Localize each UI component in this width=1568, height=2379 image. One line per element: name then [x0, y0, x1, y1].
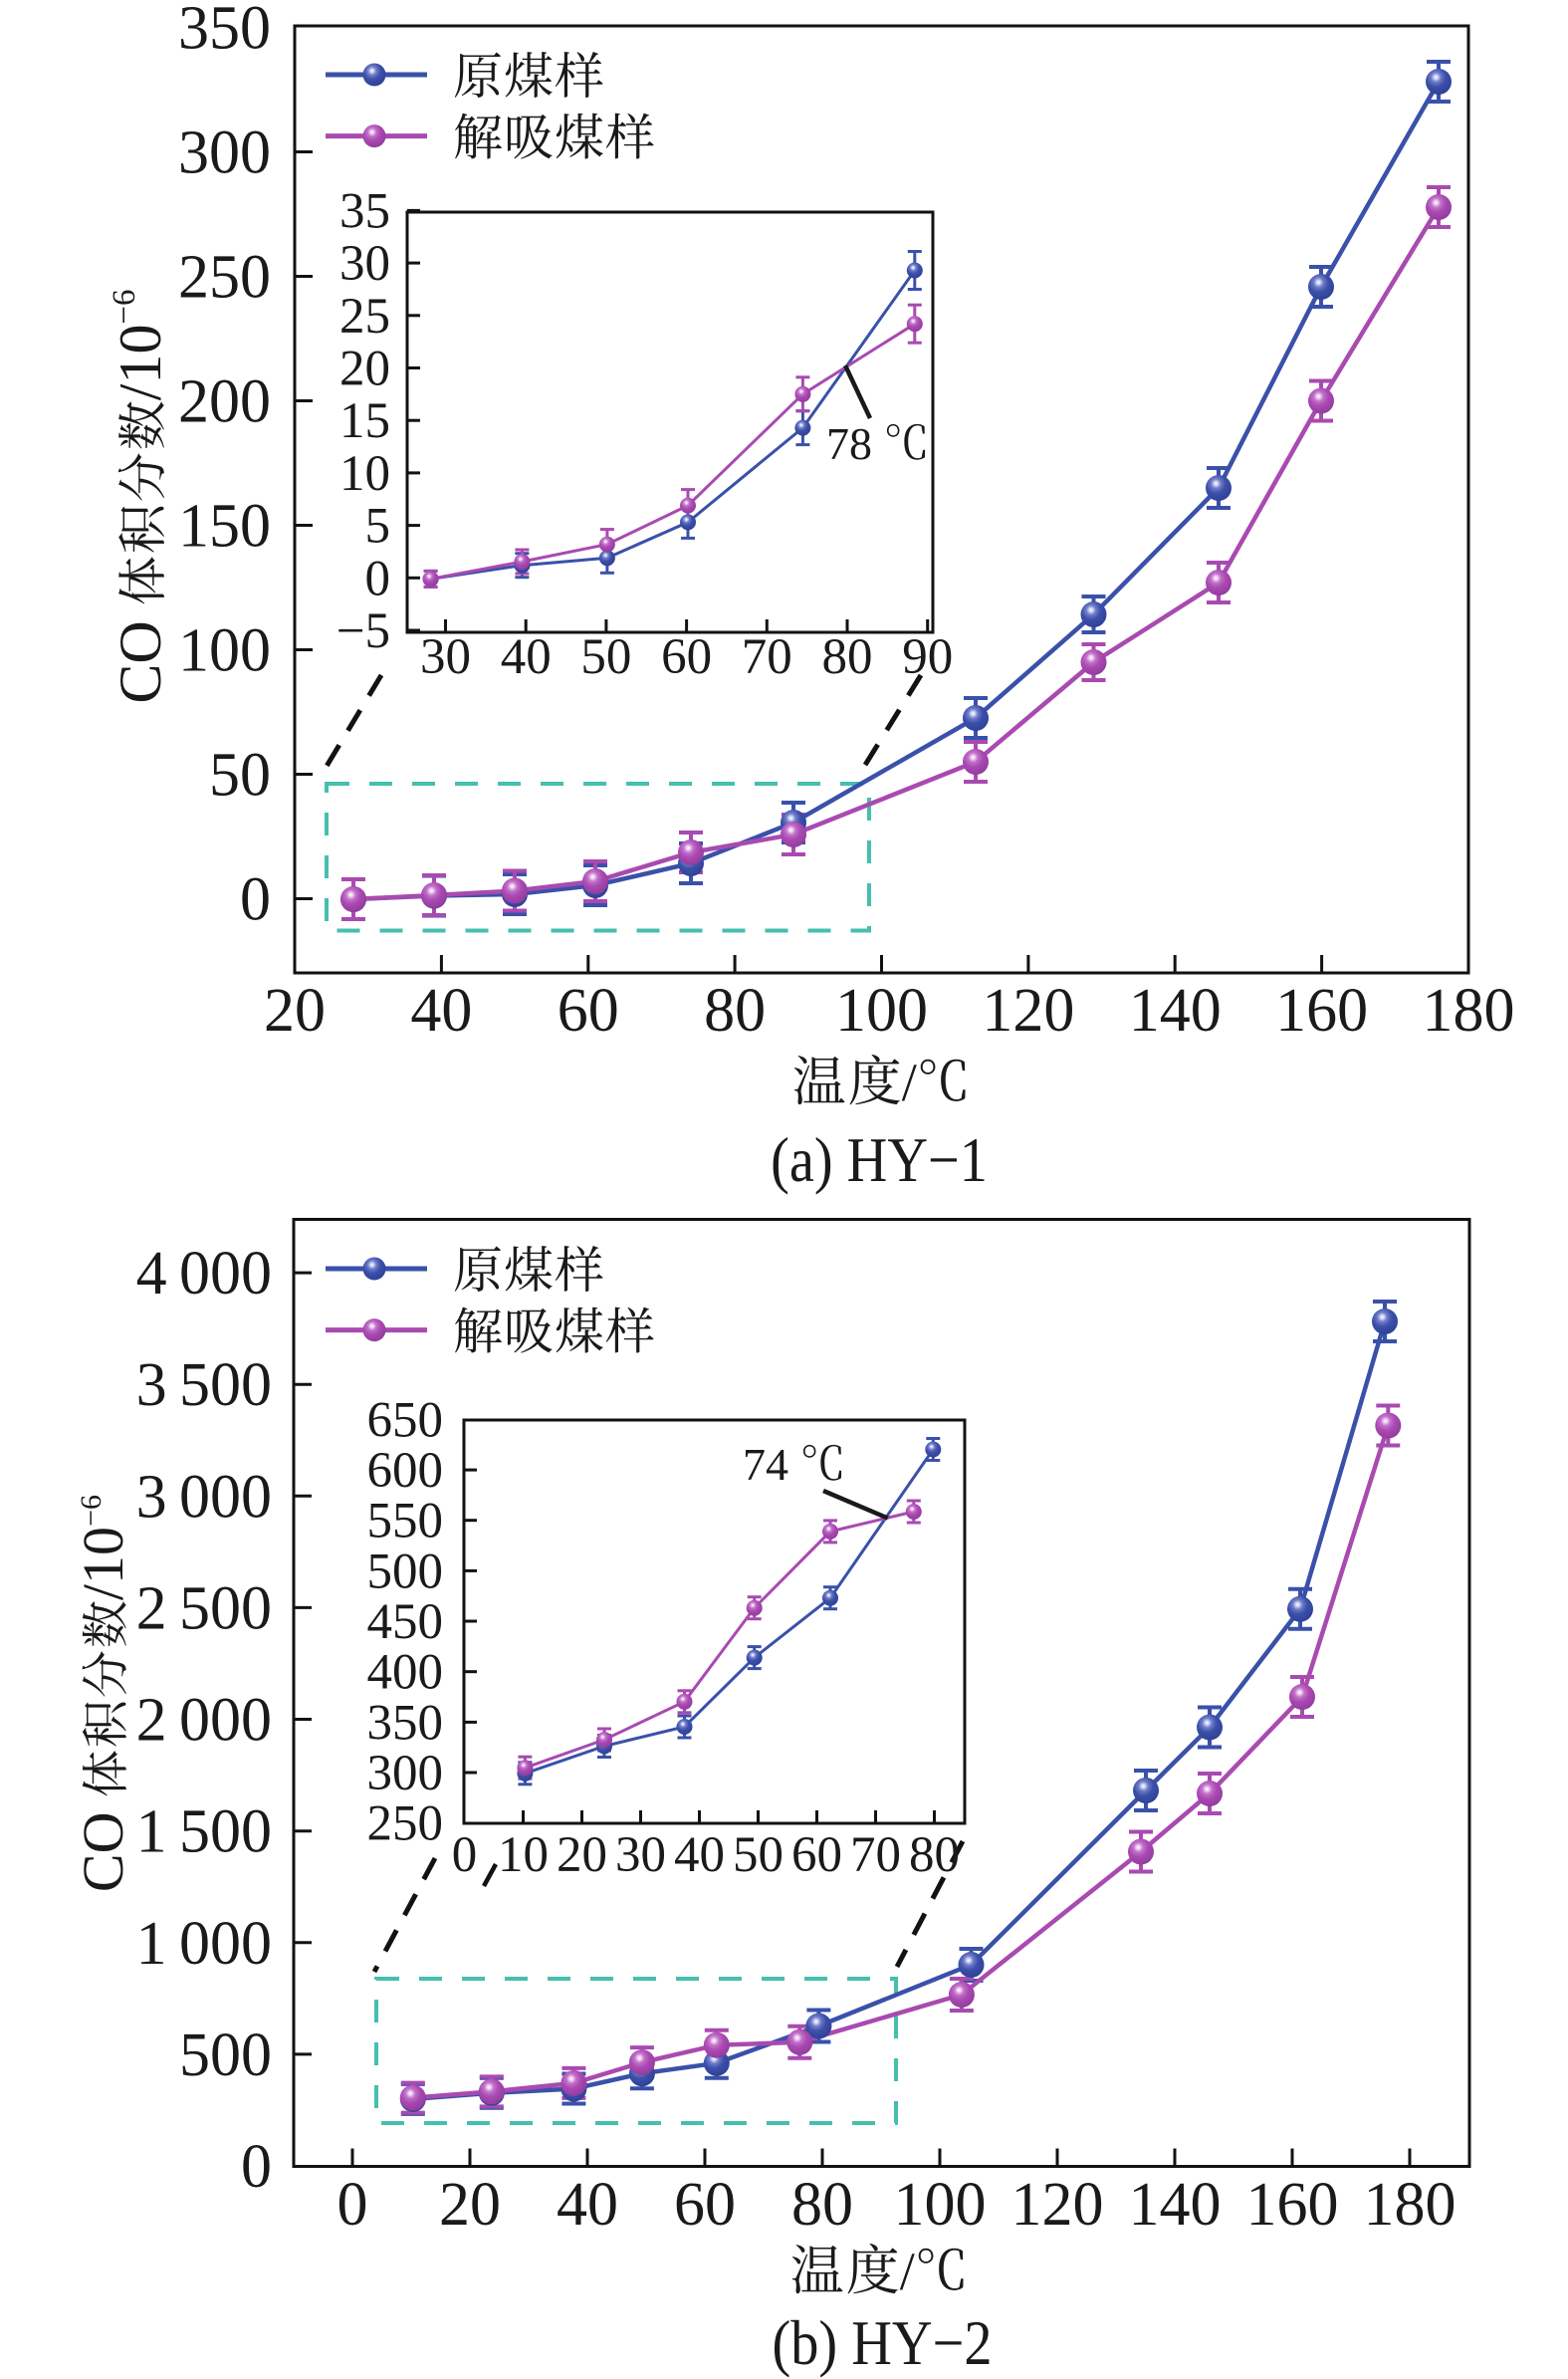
- svg-text:600: 600: [367, 1443, 444, 1499]
- svg-text:0: 0: [365, 551, 391, 606]
- svg-text:20: 20: [339, 342, 390, 397]
- svg-text:350: 350: [367, 1695, 444, 1751]
- svg-text:60: 60: [674, 2171, 736, 2239]
- svg-text:60: 60: [661, 629, 712, 685]
- svg-text:0: 0: [241, 2133, 272, 2201]
- svg-text:60: 60: [558, 977, 619, 1045]
- svg-text:(a) HY−1: (a) HY−1: [771, 1125, 988, 1196]
- svg-text:74: 74: [743, 1439, 788, 1490]
- svg-text:80: 80: [822, 629, 873, 685]
- svg-text:35: 35: [339, 183, 390, 239]
- svg-text:40: 40: [501, 629, 552, 685]
- svg-text:0: 0: [337, 2171, 368, 2239]
- svg-text:350: 350: [178, 0, 271, 63]
- svg-text:650: 650: [367, 1392, 444, 1448]
- svg-text:15: 15: [339, 393, 390, 449]
- svg-text:550: 550: [367, 1494, 444, 1549]
- svg-text:1 500: 1 500: [136, 1798, 272, 1866]
- svg-text:20: 20: [264, 977, 326, 1045]
- svg-text:140: 140: [1129, 2171, 1222, 2239]
- svg-text:400: 400: [367, 1645, 444, 1701]
- svg-text:3 500: 3 500: [136, 1351, 272, 1419]
- svg-text:80: 80: [909, 1827, 960, 1883]
- svg-text:/: /: [902, 1053, 917, 1112]
- svg-text:300: 300: [367, 1746, 444, 1801]
- svg-text:25: 25: [339, 289, 390, 345]
- svg-text:90: 90: [902, 629, 953, 685]
- svg-text:/10: /10: [71, 1527, 135, 1600]
- svg-text:250: 250: [178, 244, 271, 312]
- svg-text:4 000: 4 000: [136, 1240, 272, 1308]
- svg-text:CO: CO: [71, 1812, 135, 1893]
- svg-text:50: 50: [733, 1827, 784, 1883]
- svg-text:3 000: 3 000: [136, 1463, 272, 1531]
- svg-text:120: 120: [1011, 2171, 1104, 2239]
- svg-text:80: 80: [791, 2171, 853, 2239]
- svg-text:40: 40: [674, 1827, 725, 1883]
- svg-text:180: 180: [1364, 2171, 1456, 2239]
- svg-text:160: 160: [1246, 2171, 1339, 2239]
- svg-text:250: 250: [367, 1796, 444, 1852]
- svg-text:1 000: 1 000: [136, 1910, 272, 1978]
- svg-text:70: 70: [850, 1827, 901, 1883]
- svg-text:450: 450: [367, 1594, 444, 1650]
- svg-text:160: 160: [1275, 977, 1368, 1045]
- svg-text:100: 100: [178, 617, 271, 685]
- svg-text:2 500: 2 500: [136, 1574, 272, 1642]
- svg-text:20: 20: [557, 1827, 607, 1883]
- svg-text:60: 60: [791, 1827, 842, 1883]
- svg-text:CO: CO: [108, 620, 173, 703]
- svg-text:120: 120: [982, 977, 1074, 1045]
- svg-text:140: 140: [1129, 977, 1222, 1045]
- svg-text:−6: −6: [75, 1495, 108, 1527]
- svg-text:500: 500: [179, 2022, 272, 2089]
- svg-text:/10: /10: [108, 325, 173, 401]
- svg-text:−5: −5: [336, 603, 390, 659]
- svg-text:30: 30: [420, 629, 471, 685]
- svg-text:100: 100: [894, 2171, 987, 2239]
- svg-text:/: /: [900, 2242, 915, 2301]
- svg-text:10: 10: [339, 446, 390, 502]
- svg-text:500: 500: [367, 1544, 444, 1599]
- svg-text:80: 80: [704, 977, 766, 1045]
- svg-text:10: 10: [498, 1827, 549, 1883]
- svg-text:(b) HY−2: (b) HY−2: [773, 2308, 993, 2379]
- svg-text:78: 78: [826, 418, 872, 469]
- svg-text:0: 0: [452, 1827, 478, 1883]
- svg-text:30: 30: [339, 236, 390, 292]
- svg-text:−6: −6: [107, 289, 142, 324]
- svg-text:2 000: 2 000: [136, 1687, 272, 1755]
- svg-text:300: 300: [178, 119, 271, 187]
- svg-text:70: 70: [742, 629, 792, 685]
- svg-text:150: 150: [178, 493, 271, 561]
- svg-text:50: 50: [209, 742, 271, 810]
- svg-text:180: 180: [1423, 977, 1515, 1045]
- svg-text:20: 20: [439, 2171, 501, 2239]
- svg-text:200: 200: [178, 368, 271, 436]
- svg-text:5: 5: [365, 499, 391, 555]
- svg-text:40: 40: [410, 977, 472, 1045]
- svg-text:0: 0: [240, 866, 271, 934]
- svg-text:40: 40: [557, 2171, 618, 2239]
- svg-text:50: 50: [580, 629, 631, 685]
- svg-text:30: 30: [615, 1827, 666, 1883]
- svg-text:100: 100: [835, 977, 928, 1045]
